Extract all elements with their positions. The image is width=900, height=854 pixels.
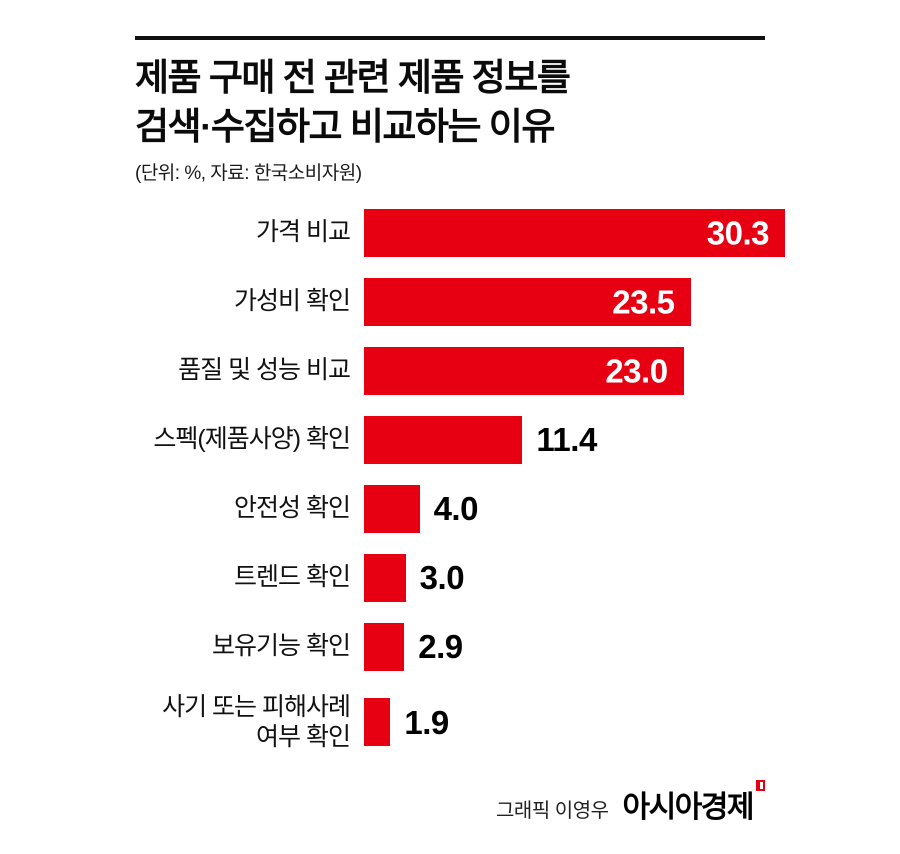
bar: 23.5: [364, 277, 691, 326]
bar-track: 3.0: [364, 553, 785, 602]
chart-row: 안전성 확인 4.0: [135, 484, 785, 533]
category-label: 안전성 확인: [234, 494, 351, 523]
bar: [364, 553, 406, 602]
bar-track: 30.3: [364, 208, 785, 257]
category-label: 사기 또는 피해사례 여부 확인: [162, 692, 351, 752]
category-label: 스펙(제품사양) 확인: [153, 425, 351, 454]
bar: 23.0: [364, 346, 684, 395]
value-label: 1.9: [404, 703, 449, 741]
chart-row: 보유기능 확인 2.9: [135, 622, 785, 671]
brand-mark-icon: [756, 780, 765, 791]
bar-track: 2.9: [364, 622, 785, 671]
brand-logo-text: 아시아경제: [622, 791, 755, 824]
bar: [364, 484, 420, 533]
chart-row: 스펙(제품사양) 확인 11.4: [135, 415, 785, 464]
chart-row: 가격 비교 30.3: [135, 208, 785, 257]
value-label: 2.9: [418, 628, 463, 666]
value-label: 4.0: [433, 490, 479, 528]
chart-title: 제품 구매 전 관련 제품 정보를 검색·수집하고 비교하는 이유: [135, 57, 571, 147]
category-label: 트렌드 확인: [234, 563, 351, 592]
bar: [364, 622, 405, 671]
category-label: 품질 및 성능 비교: [178, 356, 351, 385]
value-label: 23.0: [605, 352, 668, 390]
category-label: 가격 비교: [256, 218, 351, 247]
chart-row: 트렌드 확인 3.0: [135, 553, 785, 602]
bar-track: 23.0: [364, 346, 785, 395]
bar-track: 11.4: [364, 415, 785, 464]
bar: [364, 415, 523, 464]
value-label: 3.0: [419, 559, 465, 597]
value-label: 30.3: [706, 214, 770, 252]
bar: 30.3: [364, 208, 785, 257]
bar-chart: 가격 비교 30.3 가성비 확인 23.5 품질 및 성능 비교 23.0 스펙(제품사양…: [135, 208, 785, 753]
top-rule: [135, 36, 765, 40]
chart-subtitle: (단위: %, 자료: 한국소비자원): [135, 162, 362, 184]
brand-logo: 아시아경제: [622, 780, 765, 826]
content-area: 제품 구매 전 관련 제품 정보를 검색·수집하고 비교하는 이유 (단위: %…: [135, 36, 785, 774]
category-label: 보유기능 확인: [212, 632, 351, 661]
chart-row: 품질 및 성능 비교 23.0: [135, 346, 785, 395]
chart-row: 가성비 확인 23.5: [135, 277, 785, 326]
value-label: 11.4: [536, 421, 597, 459]
value-label: 23.5: [612, 283, 675, 321]
bar-track: 4.0: [364, 484, 785, 533]
graphic-credit: 그래픽 이영우: [496, 800, 609, 822]
bar-track: 1.9: [364, 698, 785, 747]
category-label: 가성비 확인: [234, 287, 351, 316]
footer: 그래픽 이영우 아시아경제: [135, 780, 765, 826]
bar: [364, 698, 391, 747]
bar-track: 23.5: [364, 277, 785, 326]
chart-row: 사기 또는 피해사례 여부 확인 1.9: [135, 692, 785, 753]
